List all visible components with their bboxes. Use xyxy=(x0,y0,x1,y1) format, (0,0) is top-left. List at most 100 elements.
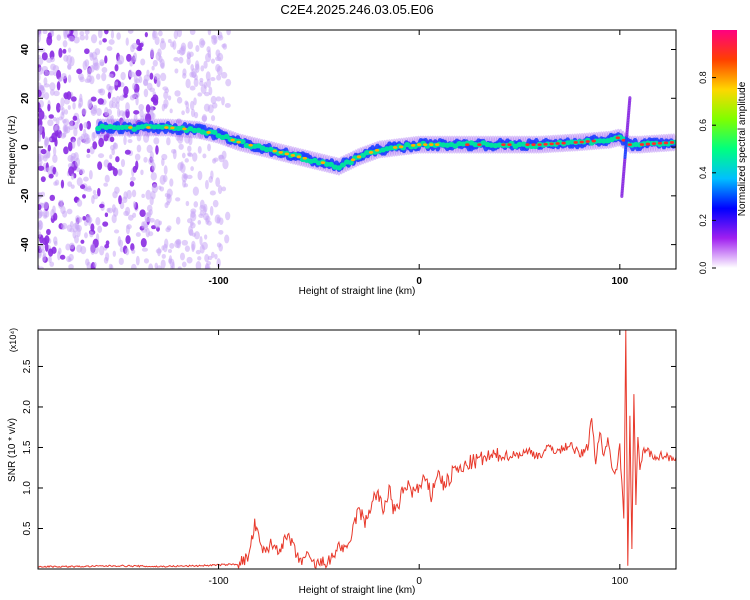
noise-speckle xyxy=(64,30,71,36)
snr-y-tick-label: 2.0 xyxy=(22,400,33,414)
spectrogram-frame xyxy=(37,29,677,270)
noise-speckle xyxy=(67,181,73,187)
ridge-max xyxy=(651,142,657,146)
noise-speckle xyxy=(96,73,101,80)
noise-speckle xyxy=(60,132,66,139)
noise-speckle xyxy=(197,92,203,97)
spectrogram-x-tick-label: -100 xyxy=(209,276,229,287)
noise-speckle xyxy=(120,158,126,168)
ridge-max xyxy=(206,131,211,134)
noise-speckle xyxy=(118,195,122,205)
noise-speckle xyxy=(67,105,71,110)
noise-speckle xyxy=(185,78,191,89)
noise-speckle xyxy=(97,161,103,170)
noise-speckle xyxy=(189,100,195,111)
noise-speckle xyxy=(159,40,167,50)
noise-speckle xyxy=(48,70,55,76)
noise-speckle xyxy=(215,56,221,62)
snr-y-tick-label: 2.5 xyxy=(22,359,33,373)
noise-speckle xyxy=(187,151,192,157)
ridge-max xyxy=(543,142,548,146)
ridge-max xyxy=(170,126,175,130)
noise-speckle xyxy=(135,232,141,237)
noise-speckle xyxy=(60,97,65,108)
noise-speckle xyxy=(123,85,129,96)
noise-speckle xyxy=(199,235,203,246)
noise-speckle xyxy=(91,195,95,204)
snr-x-tick-label: 0 xyxy=(416,576,422,587)
noise-speckle xyxy=(221,186,227,192)
noise-speckle xyxy=(154,262,159,269)
noise-speckle xyxy=(51,132,58,143)
noise-speckle xyxy=(92,189,97,195)
noise-speckle xyxy=(86,153,91,159)
noise-speckle xyxy=(133,74,138,85)
noise-speckle xyxy=(138,103,145,111)
noise-speckle xyxy=(131,57,137,63)
noise-speckle xyxy=(221,96,225,106)
noise-speckle xyxy=(98,40,103,46)
noise-speckle xyxy=(123,210,129,217)
ridge-max xyxy=(356,155,362,159)
snr-x-tick-label: 100 xyxy=(611,576,628,587)
noise-speckle xyxy=(44,242,49,252)
noise-speckle xyxy=(139,209,146,217)
ridge-max xyxy=(429,143,434,147)
noise-speckle xyxy=(125,225,130,235)
noise-speckle xyxy=(76,117,81,124)
noise-speckle xyxy=(38,209,43,219)
noise-speckle xyxy=(68,124,75,131)
noise-speckle xyxy=(152,30,156,41)
noise-speckle xyxy=(172,149,177,160)
noise-speckle xyxy=(195,249,201,255)
noise-speckle xyxy=(144,31,148,38)
noise-speckle xyxy=(99,245,105,256)
noise-speckle xyxy=(160,62,165,69)
noise-speckle xyxy=(84,59,90,67)
noise-speckle xyxy=(164,202,169,209)
noise-speckle xyxy=(222,43,228,50)
noise-speckle xyxy=(69,121,74,126)
snr-y-tick-label: 1.0 xyxy=(22,481,33,495)
noise-speckle xyxy=(141,193,145,198)
noise-speckle xyxy=(197,146,202,154)
noise-speckle xyxy=(89,52,94,58)
noise-speckle xyxy=(176,118,182,123)
noise-speckle xyxy=(45,167,50,172)
noise-speckle xyxy=(106,132,110,139)
noise-speckle xyxy=(175,238,182,245)
noise-speckle xyxy=(38,124,43,135)
noise-speckle xyxy=(197,170,203,181)
noise-speckle xyxy=(165,227,171,233)
noise-speckle xyxy=(214,253,218,260)
noise-speckle xyxy=(93,261,97,268)
noise-speckle xyxy=(67,141,73,152)
noise-speckle xyxy=(185,101,190,109)
noise-speckle xyxy=(145,113,152,124)
noise-speckle xyxy=(208,175,213,183)
noise-speckle xyxy=(208,86,213,96)
spectrogram-marks xyxy=(38,30,676,269)
noise-speckle xyxy=(163,91,169,100)
noise-speckle xyxy=(67,47,72,53)
ridge-peak xyxy=(347,159,354,166)
noise-speckle xyxy=(141,221,145,229)
noise-speckle xyxy=(209,205,214,216)
ridge-peak xyxy=(239,139,246,145)
noise-speckle xyxy=(120,71,126,81)
noise-speckle xyxy=(202,153,207,159)
ridge-max xyxy=(435,143,440,147)
noise-speckle xyxy=(71,138,76,149)
noise-speckle xyxy=(70,173,75,180)
noise-speckle xyxy=(135,69,142,77)
noise-speckle xyxy=(84,30,90,35)
noise-speckle xyxy=(109,154,113,160)
noise-speckle xyxy=(61,222,68,230)
noise-speckle xyxy=(224,102,231,108)
noise-speckle xyxy=(127,139,133,144)
snr-plot-area xyxy=(38,330,676,569)
noise-speckle xyxy=(163,165,168,175)
noise-speckle xyxy=(114,81,119,86)
noise-speckle xyxy=(163,98,169,108)
noise-speckle xyxy=(39,248,46,254)
